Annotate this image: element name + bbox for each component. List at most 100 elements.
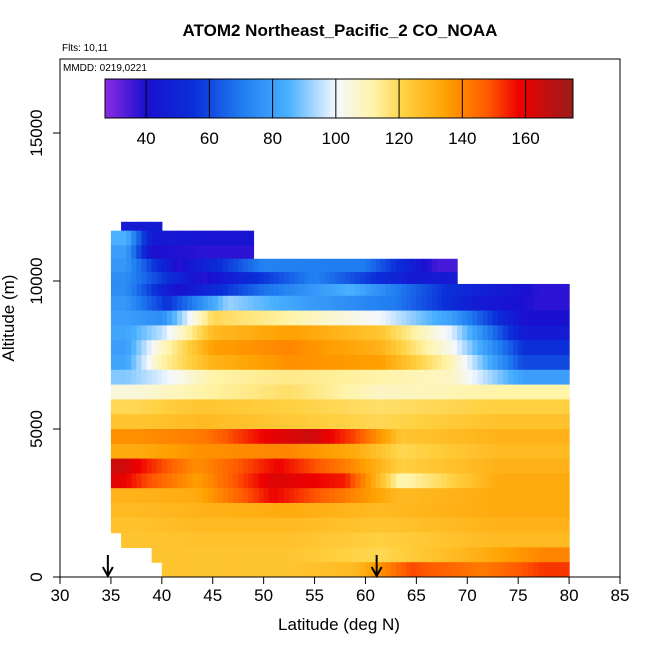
heatmap-cell bbox=[467, 355, 473, 371]
heatmap-cell bbox=[401, 399, 407, 415]
heatmap-cell bbox=[385, 443, 392, 460]
heatmap-cell bbox=[146, 310, 153, 326]
heatmap-cell bbox=[548, 295, 555, 312]
heatmap-cell bbox=[406, 517, 412, 534]
heatmap-cell bbox=[334, 355, 341, 371]
heatmap-cell bbox=[197, 369, 204, 386]
heatmap-cell bbox=[564, 369, 570, 386]
heatmap-cell bbox=[202, 295, 209, 312]
heatmap-cell bbox=[401, 547, 407, 563]
heatmap-cell bbox=[441, 517, 448, 534]
heatmap-cell bbox=[345, 503, 351, 519]
heatmap-cell bbox=[324, 283, 331, 297]
heatmap-cell bbox=[141, 310, 148, 326]
heatmap-cell bbox=[334, 310, 341, 326]
heatmap-cell bbox=[360, 443, 367, 460]
heatmap-cell bbox=[278, 503, 285, 519]
heatmap-cell bbox=[411, 399, 417, 415]
heatmap-cell bbox=[492, 532, 499, 548]
heatmap-cell bbox=[360, 547, 367, 563]
heatmap-cell bbox=[340, 258, 346, 273]
heatmap-cell bbox=[217, 547, 224, 563]
colorbar-tick-label: 60 bbox=[200, 129, 219, 148]
heatmap-cell bbox=[161, 399, 168, 415]
heatmap-cell bbox=[314, 295, 321, 312]
heatmap-cell bbox=[278, 547, 285, 563]
heatmap-cell bbox=[548, 283, 555, 297]
heatmap-cell bbox=[528, 532, 535, 548]
heatmap-cell bbox=[126, 488, 132, 504]
heatmap-cell bbox=[166, 517, 173, 534]
heatmap-cell bbox=[294, 272, 300, 285]
x-axis-label: Latitude (deg N) bbox=[278, 615, 400, 634]
heatmap-cell bbox=[329, 258, 336, 273]
heatmap-cell bbox=[564, 310, 570, 326]
heatmap-cell bbox=[116, 295, 122, 312]
heatmap-cell bbox=[253, 384, 260, 400]
heatmap-cell bbox=[258, 295, 265, 312]
heatmap-cell bbox=[263, 414, 270, 430]
heatmap-cell bbox=[166, 355, 173, 371]
heatmap-cell bbox=[528, 503, 535, 519]
heatmap-cell bbox=[329, 443, 336, 460]
heatmap-cell bbox=[558, 340, 565, 356]
heatmap-cell bbox=[492, 369, 499, 386]
heatmap-cell bbox=[182, 547, 188, 563]
heatmap-cell bbox=[304, 473, 311, 489]
heatmap-cell bbox=[294, 399, 300, 415]
heatmap-cell bbox=[263, 488, 270, 504]
heatmap-cell bbox=[324, 517, 331, 534]
heatmap-cell bbox=[228, 369, 234, 386]
heatmap-cell bbox=[406, 258, 412, 273]
heatmap-cell bbox=[248, 272, 255, 285]
x-tick-label: 85 bbox=[611, 586, 630, 605]
heatmap-cell bbox=[467, 295, 473, 312]
heatmap-cell bbox=[365, 429, 372, 445]
heatmap-cell bbox=[553, 488, 560, 504]
heatmap-cell bbox=[396, 429, 402, 445]
heatmap-cell bbox=[401, 310, 407, 326]
heatmap-cell bbox=[426, 532, 433, 548]
heatmap-cell bbox=[340, 562, 346, 577]
heatmap-cell bbox=[482, 547, 489, 563]
heatmap-cell bbox=[523, 310, 529, 326]
heatmap-cell bbox=[207, 503, 214, 519]
heatmap-cell bbox=[518, 443, 524, 460]
heatmap-cell bbox=[467, 532, 473, 548]
heatmap-cell bbox=[446, 488, 453, 504]
heatmap-cell bbox=[110, 258, 117, 273]
heatmap-cell bbox=[121, 325, 127, 341]
heatmap-cell bbox=[294, 283, 300, 297]
heatmap-cell bbox=[187, 384, 193, 400]
heatmap-cell bbox=[370, 258, 377, 273]
heatmap-cell bbox=[161, 272, 168, 285]
heatmap-cell bbox=[543, 295, 550, 312]
heatmap-cell bbox=[462, 310, 468, 326]
heatmap-cell bbox=[192, 443, 199, 460]
heatmap-cell bbox=[497, 384, 504, 400]
heatmap-cell bbox=[370, 517, 377, 534]
heatmap-cell bbox=[146, 221, 153, 232]
heatmap-cell bbox=[426, 562, 433, 577]
heatmap-cell bbox=[355, 414, 361, 430]
heatmap-cell bbox=[248, 340, 255, 356]
heatmap-cell bbox=[212, 503, 219, 519]
heatmap-cell bbox=[350, 547, 356, 563]
heatmap-cell bbox=[284, 547, 290, 563]
heatmap-cell bbox=[513, 443, 519, 460]
heatmap-cell bbox=[156, 473, 163, 489]
heatmap-cell bbox=[467, 369, 473, 386]
heatmap-cell bbox=[284, 295, 290, 312]
heatmap-cell bbox=[431, 414, 438, 430]
heatmap-cell bbox=[416, 258, 423, 273]
heatmap-cell bbox=[446, 517, 453, 534]
heatmap-cell bbox=[375, 473, 382, 489]
heatmap-cell bbox=[131, 272, 137, 285]
heatmap-cell bbox=[431, 369, 438, 386]
heatmap-cell bbox=[238, 272, 244, 285]
heatmap-cell bbox=[431, 458, 438, 474]
heatmap-cell bbox=[187, 488, 193, 504]
heatmap-cell bbox=[390, 414, 397, 430]
heatmap-cell bbox=[299, 429, 305, 445]
heatmap-cell bbox=[441, 369, 448, 386]
